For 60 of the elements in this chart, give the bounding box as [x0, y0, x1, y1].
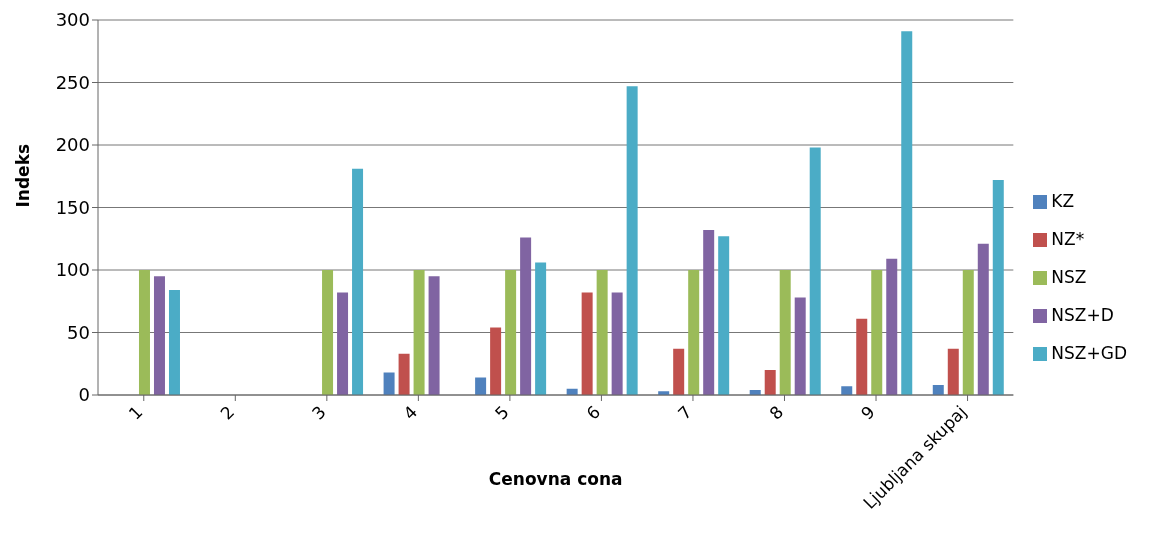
bar: [901, 31, 913, 395]
y-tick-label: 100: [55, 259, 90, 281]
bar: [337, 292, 349, 395]
bar: [596, 270, 608, 395]
y-tick-label: 150: [55, 196, 90, 218]
bar: [794, 297, 806, 395]
x-tick-label: 2: [216, 401, 239, 424]
bar: [992, 180, 1004, 395]
bar: [505, 270, 517, 395]
bar: [168, 290, 180, 395]
bar: [352, 168, 364, 395]
bar: [947, 348, 959, 395]
bar: [809, 147, 821, 395]
y-tick-label: 300: [55, 9, 90, 31]
y-tick-label: 250: [55, 71, 90, 93]
bar: [383, 372, 395, 395]
bar: [535, 262, 547, 395]
bar: [871, 270, 883, 395]
legend-label: NSZ: [1051, 266, 1087, 287]
x-axis-title: Cenovna cona: [488, 469, 623, 489]
bar: [581, 292, 593, 395]
bar: [779, 270, 791, 395]
legend-label: KZ: [1051, 190, 1075, 211]
bar: [841, 386, 853, 395]
y-tick-label: 0: [78, 384, 90, 406]
y-tick-label: 200: [55, 134, 90, 156]
bar: [475, 377, 487, 395]
bar: [673, 348, 685, 395]
bar: [932, 385, 944, 395]
y-axis-title: Indeks: [13, 143, 34, 208]
legend-label: NZ*: [1051, 228, 1085, 249]
bar: [626, 86, 638, 395]
bar: [886, 258, 898, 395]
bar: [153, 276, 165, 395]
bar: [962, 270, 974, 395]
bar: [856, 318, 868, 395]
bar: [520, 237, 532, 395]
bar: [428, 276, 440, 395]
bar: [490, 327, 502, 395]
y-tick-label: 50: [67, 321, 90, 343]
bar: [977, 243, 989, 395]
bar: [398, 353, 410, 395]
bar: [703, 230, 715, 395]
legend-label: NSZ+D: [1051, 304, 1114, 325]
bar: [322, 270, 334, 395]
bar: [413, 270, 425, 395]
x-tick-label: 6: [582, 401, 605, 424]
x-tick-label: 8: [765, 401, 788, 424]
x-tick-label: 1: [124, 401, 147, 424]
bar: [688, 270, 700, 395]
bar: [764, 370, 776, 395]
legend-label: NSZ+GD: [1051, 342, 1127, 363]
x-tick-label: 9: [857, 401, 879, 424]
x-tick-label: 4: [399, 401, 422, 424]
x-tick-label: 7: [673, 401, 696, 424]
bar: [611, 292, 623, 395]
bar: [718, 236, 730, 395]
x-tick-label: 3: [307, 401, 330, 424]
x-tick-label: 5: [490, 401, 513, 424]
bar: [138, 270, 150, 395]
